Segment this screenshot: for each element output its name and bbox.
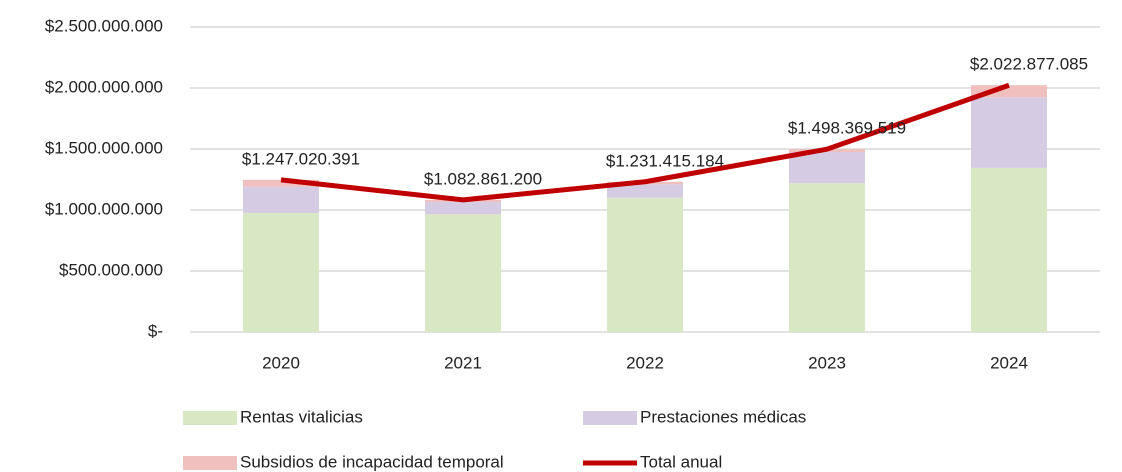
legend-label: Rentas vitalicias [240, 407, 363, 426]
data-label: $1.231.415.184 [606, 151, 724, 170]
bar-segment [243, 186, 319, 214]
data-label: $2.022.877.085 [970, 55, 1088, 74]
x-tick-label: 2024 [990, 353, 1028, 372]
legend-label: Subsidios de incapacidad temporal [240, 452, 504, 471]
x-tick-label: 2022 [626, 353, 664, 372]
y-tick-label: $- [148, 321, 163, 340]
y-tick-label: $500.000.000 [59, 260, 163, 279]
legend-label: Total anual [640, 452, 722, 471]
bar-segment [607, 197, 683, 332]
bar-segment [243, 179, 319, 187]
bar-segment [971, 97, 1047, 168]
total-line [280, 82, 1010, 203]
legend-swatch [583, 411, 637, 425]
bar-segment [243, 213, 319, 332]
bar-segment [789, 183, 865, 332]
x-tick-label: 2020 [262, 353, 300, 372]
y-tick-label: $2.500.000.000 [45, 16, 163, 35]
x-tick-label: 2021 [444, 353, 482, 372]
bar-segment [789, 152, 865, 184]
bar-segment [971, 85, 1047, 98]
bar-segment [425, 214, 501, 332]
legend-label: Prestaciones médicas [640, 407, 806, 426]
y-tick-label: $2.000.000.000 [45, 77, 163, 96]
y-tick-label: $1.500.000.000 [45, 138, 163, 157]
legend-swatch [183, 411, 237, 425]
data-label: $1.498.369.519 [788, 119, 906, 138]
data-label: $1.247.020.391 [242, 149, 360, 168]
y-tick-label: $1.000.000.000 [45, 199, 163, 218]
x-tick-label: 2023 [808, 353, 846, 372]
bar-segment [425, 202, 501, 215]
bar-segment [971, 167, 1047, 332]
bar-segment [607, 184, 683, 198]
data-label: $1.082.861.200 [424, 169, 542, 188]
legend-swatch [183, 456, 237, 470]
